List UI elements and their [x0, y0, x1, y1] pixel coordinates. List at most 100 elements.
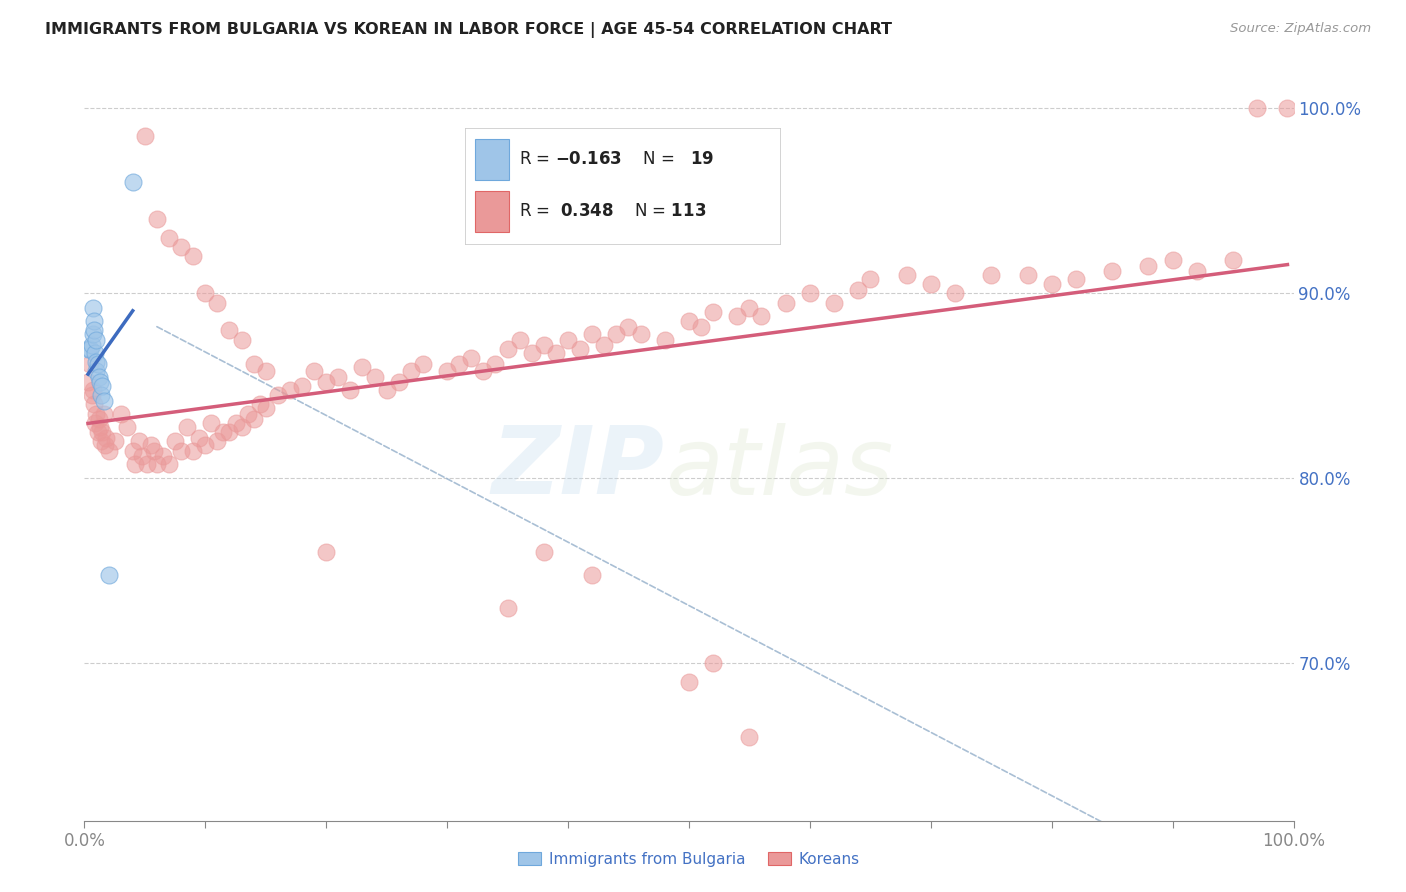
- Point: [702, 657, 724, 671]
- Point: [143, 443, 166, 458]
- Point: [375, 383, 398, 397]
- Point: [170, 240, 193, 254]
- Point: [242, 412, 264, 426]
- Point: [1161, 253, 1184, 268]
- Point: [225, 416, 247, 430]
- Point: [94, 438, 117, 452]
- Point: [97, 443, 120, 458]
- Point: [751, 309, 773, 323]
- Point: [82, 383, 104, 397]
- Point: [920, 277, 942, 292]
- Point: [89, 419, 111, 434]
- Point: [128, 434, 150, 449]
- Point: [678, 674, 700, 689]
- Point: [84, 345, 107, 359]
- Point: [315, 375, 337, 389]
- Point: [121, 443, 143, 458]
- Point: [617, 319, 640, 334]
- Point: [194, 286, 217, 301]
- Point: [83, 323, 105, 337]
- Point: [254, 364, 277, 378]
- Point: [943, 286, 966, 301]
- Legend: Immigrants from Bulgaria, Koreans: Immigrants from Bulgaria, Koreans: [512, 846, 866, 873]
- Point: [91, 379, 114, 393]
- Point: [496, 600, 519, 615]
- Text: IMMIGRANTS FROM BULGARIA VS KOREAN IN LABOR FORCE | AGE 45-54 CORRELATION CHART: IMMIGRANTS FROM BULGARIA VS KOREAN IN LA…: [45, 22, 891, 38]
- Point: [738, 301, 761, 315]
- Point: [170, 443, 193, 458]
- Point: [93, 407, 115, 421]
- Point: [194, 438, 217, 452]
- Point: [254, 401, 277, 415]
- Point: [79, 357, 101, 371]
- Point: [315, 545, 337, 559]
- Point: [231, 419, 253, 434]
- Point: [544, 345, 567, 359]
- Point: [436, 364, 458, 378]
- Point: [302, 364, 325, 378]
- Point: [460, 351, 482, 365]
- Point: [799, 286, 821, 301]
- Point: [581, 327, 603, 342]
- Point: [115, 419, 138, 434]
- Point: [472, 364, 495, 378]
- Point: [823, 295, 845, 310]
- Point: [1040, 277, 1063, 292]
- Point: [181, 443, 204, 458]
- Point: [200, 416, 222, 430]
- Point: [242, 357, 264, 371]
- Point: [80, 388, 103, 402]
- Point: [131, 449, 153, 463]
- Point: [1246, 101, 1268, 115]
- Point: [630, 327, 652, 342]
- Point: [738, 731, 761, 745]
- Point: [846, 283, 869, 297]
- Point: [79, 342, 101, 356]
- Point: [86, 357, 108, 371]
- Point: [91, 425, 114, 439]
- Point: [86, 333, 108, 347]
- Point: [593, 338, 616, 352]
- Point: [82, 327, 104, 342]
- Point: [218, 425, 240, 439]
- Point: [520, 345, 543, 359]
- Point: [236, 407, 259, 421]
- Point: [86, 407, 108, 421]
- Point: [581, 567, 603, 582]
- Point: [557, 333, 579, 347]
- Point: [1017, 268, 1039, 282]
- Point: [1137, 259, 1160, 273]
- Text: atlas: atlas: [665, 423, 893, 514]
- Point: [83, 397, 105, 411]
- Point: [533, 338, 555, 352]
- Point: [605, 327, 627, 342]
- Point: [859, 271, 882, 285]
- Point: [124, 457, 146, 471]
- Point: [134, 129, 156, 144]
- Point: [152, 449, 174, 463]
- Point: [86, 364, 108, 378]
- Point: [412, 357, 434, 371]
- Point: [399, 364, 422, 378]
- Point: [725, 309, 748, 323]
- Point: [1277, 101, 1299, 115]
- Point: [1222, 253, 1244, 268]
- Point: [77, 342, 100, 356]
- Point: [84, 416, 107, 430]
- Point: [1185, 264, 1208, 278]
- Point: [181, 249, 204, 263]
- Point: [146, 457, 169, 471]
- Point: [278, 383, 301, 397]
- Point: [569, 342, 592, 356]
- Point: [188, 431, 211, 445]
- Point: [157, 457, 180, 471]
- Point: [90, 388, 112, 402]
- Point: [291, 379, 314, 393]
- Point: [533, 545, 555, 559]
- Point: [176, 419, 198, 434]
- Point: [388, 375, 411, 389]
- Point: [110, 407, 132, 421]
- Point: [1101, 264, 1123, 278]
- Point: [690, 319, 713, 334]
- Point: [77, 375, 100, 389]
